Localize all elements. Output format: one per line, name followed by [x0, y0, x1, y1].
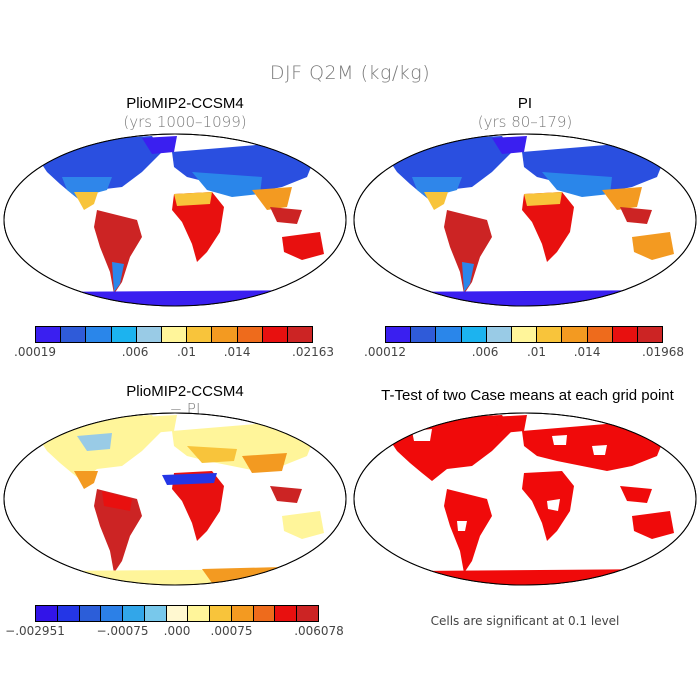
- cb2-label-2: .01: [526, 345, 547, 359]
- colorbar-swatch: [637, 327, 663, 342]
- colorbar-swatch: [212, 327, 238, 342]
- colorbar-swatch: [123, 606, 145, 621]
- colorbar-swatch: [486, 327, 512, 342]
- colorbar-swatch: [210, 606, 232, 621]
- cb1-label-0: .00019: [14, 345, 56, 359]
- cb3-label-1: −.00075: [96, 624, 149, 638]
- colorbar-swatch: [287, 327, 313, 342]
- colorbar-swatch: [161, 327, 188, 342]
- colorbar-swatch: [86, 327, 112, 342]
- colorbar-swatch: [537, 327, 563, 342]
- panel-1-colorbar-labels: .00019 .006 .01 .014 .02163: [14, 345, 334, 361]
- colorbar-swatch: [101, 606, 124, 621]
- panel-1-title: PlioMIP2-CCSM4: [126, 95, 244, 112]
- colorbar-swatch: [187, 327, 213, 342]
- cb3-label-2: .000: [163, 624, 191, 638]
- significance-note: Cells are significant at 0.1 level: [430, 614, 620, 628]
- colorbar-swatch: [262, 327, 288, 342]
- panel-3-colorbar-labels: −.002951 −.00075 .000 .00075 .006078: [5, 624, 344, 640]
- cb2-label-0: .00012: [364, 345, 406, 359]
- panel-4-title: T-Test of two Case means at each grid po…: [381, 387, 674, 404]
- colorbar-swatch: [144, 606, 167, 621]
- panel-3-title: PlioMIP2-CCSM4: [126, 383, 244, 400]
- cb1-label-2: .01: [176, 345, 197, 359]
- colorbar-swatch: [587, 327, 613, 342]
- colorbar-swatch: [612, 327, 638, 342]
- colorbar-swatch: [166, 606, 189, 621]
- colorbar-swatch: [36, 327, 62, 342]
- colorbar-swatch: [562, 327, 588, 342]
- colorbar-swatch: [253, 606, 276, 621]
- panel-2-subtitle: (yrs 80–179): [477, 113, 573, 131]
- cb1-label-1: .006: [121, 345, 149, 359]
- colorbar-swatch: [297, 606, 318, 621]
- panel-3-colorbar: [35, 605, 319, 622]
- colorbar-swatch: [461, 327, 487, 342]
- panel-2-title: PI: [517, 95, 533, 112]
- panel-2-map: [353, 133, 697, 307]
- colorbar-swatch: [275, 606, 298, 621]
- colorbar-swatch: [411, 327, 437, 342]
- colorbar-swatch: [188, 606, 211, 621]
- cb1-label-3: .014: [223, 345, 251, 359]
- panel-3-map: [3, 412, 347, 586]
- colorbar-swatch: [386, 327, 412, 342]
- colorbar-swatch: [511, 327, 538, 342]
- colorbar-swatch: [57, 606, 80, 621]
- colorbar-swatch: [136, 327, 162, 342]
- figure-title: DJF Q2M (kg/kg): [269, 62, 431, 84]
- cb3-label-3: .00075: [210, 624, 253, 638]
- colorbar-swatch: [36, 606, 58, 621]
- panel-1-colorbar: [35, 326, 313, 343]
- panel-4-map: [353, 412, 697, 586]
- cb1-label-4: .02163: [292, 345, 334, 359]
- colorbar-swatch: [237, 327, 263, 342]
- colorbar-swatch: [79, 606, 102, 621]
- cb2-label-1: .006: [471, 345, 499, 359]
- panel-2-colorbar-labels: .00012 .006 .01 .014 .01968: [364, 345, 684, 361]
- panel-2-colorbar: [385, 326, 663, 343]
- colorbar-swatch: [111, 327, 137, 342]
- cb3-label-4: .006078: [294, 624, 344, 638]
- colorbar-swatch: [231, 606, 254, 621]
- cb2-label-4: .01968: [642, 345, 684, 359]
- colorbar-swatch: [436, 327, 462, 342]
- cb3-label-0: −.002951: [5, 624, 65, 638]
- panel-1-subtitle: (yrs 1000–1099): [123, 113, 247, 131]
- panel-1-map: [3, 133, 347, 307]
- colorbar-swatch: [61, 327, 87, 342]
- cb2-label-3: .014: [573, 345, 601, 359]
